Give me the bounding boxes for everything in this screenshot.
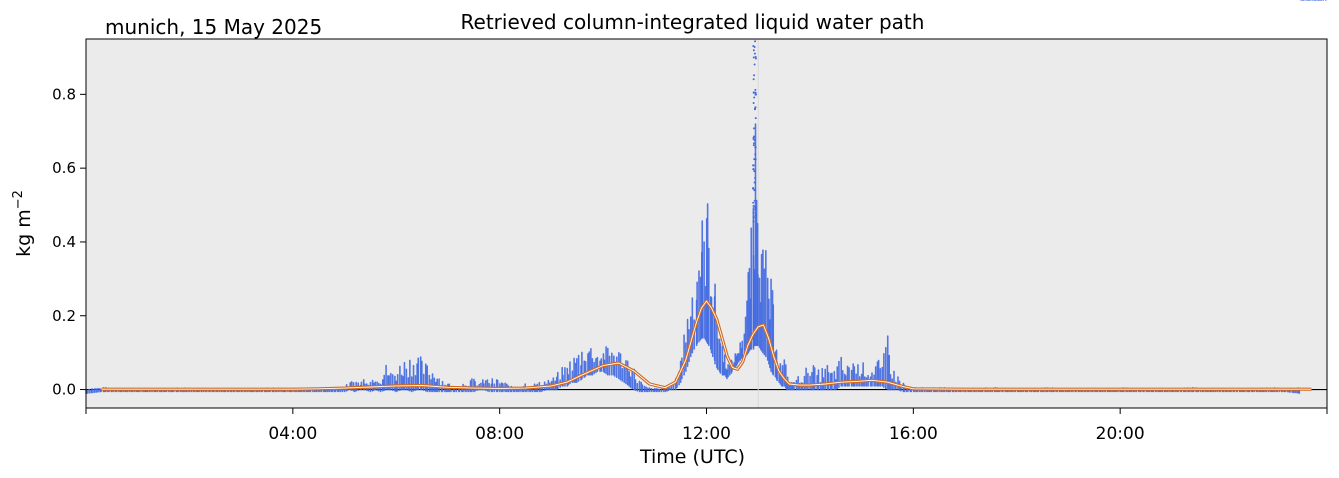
lwp-point (754, 57, 757, 60)
lwp-point (753, 170, 756, 173)
lwp-point (754, 153, 757, 156)
lwp-point (753, 181, 756, 184)
lwp-point (752, 168, 755, 171)
lwp-point (753, 108, 756, 111)
lwp-point (753, 188, 756, 191)
lwp-point (754, 106, 757, 109)
lwp-point (753, 139, 756, 142)
x-tick-label: 20:00 (1096, 424, 1145, 444)
lwp-point (754, 91, 757, 94)
station-date-label: munich, 15 May 2025 (105, 15, 322, 39)
lwp-point (752, 187, 755, 190)
lwp-point (753, 63, 756, 66)
x-tick-label: 16:00 (889, 424, 938, 444)
x-axis-label: Time (UTC) (639, 446, 745, 468)
lwp-point (754, 55, 757, 58)
lwp-point (754, 146, 757, 149)
y-axis-label: kg m−2 (11, 190, 35, 257)
lwp-point (753, 52, 756, 55)
lwp-point (752, 78, 755, 81)
y-tick-label: 0.6 (52, 159, 76, 177)
lwp-point (752, 220, 755, 223)
y-tick-label: 0.0 (52, 381, 76, 399)
lwp-point (752, 127, 755, 130)
lwp-point (753, 142, 756, 145)
lwp-point (752, 49, 755, 52)
lwp-point (754, 88, 757, 91)
y-tick-label: 0.2 (52, 307, 76, 325)
lwp-point (754, 40, 757, 43)
x-tick-label: 08:00 (475, 424, 524, 444)
lwp-point (752, 211, 755, 214)
y-axis-ticks: 0.0 0.2 0.4 0.6 0.8 (52, 85, 86, 399)
x-tick-label: 04:00 (268, 424, 317, 444)
lwp-point (752, 101, 755, 104)
chart-title: Retrieved column-integrated liquid water… (461, 10, 925, 34)
lwp-point (754, 214, 757, 217)
lwp-point (754, 93, 757, 96)
lwp-point (752, 144, 755, 147)
lwp-point (752, 201, 755, 204)
lwp-point (753, 199, 756, 202)
lwp-point (753, 158, 756, 161)
lwp-point (753, 135, 756, 138)
lwp-point (752, 91, 755, 94)
lwp-point (753, 74, 756, 77)
x-axis-ticks: 04:00 08:00 12:00 16:00 20:00 (85, 408, 1328, 444)
y-tick-label: 0.8 (52, 85, 76, 103)
smoothed-lwp-line (101, 300, 1312, 390)
lwp-point (752, 164, 755, 167)
x-tick-label: 12:00 (682, 424, 731, 444)
y-axis-label-exponent: −2 (11, 190, 26, 209)
lwp-point (753, 96, 756, 99)
plot-frame (85, 38, 1328, 409)
y-tick-label: 0.4 (52, 233, 76, 251)
lwp-point (754, 205, 757, 208)
lwp-point (754, 177, 757, 180)
lwp-point (754, 208, 757, 211)
lwp-point (752, 56, 755, 59)
y-axis-label-unit: kg m (13, 209, 35, 257)
lwp-point (752, 204, 755, 207)
lwp-point (754, 117, 757, 120)
lwp-point (752, 216, 755, 219)
lwp-point (753, 45, 756, 48)
